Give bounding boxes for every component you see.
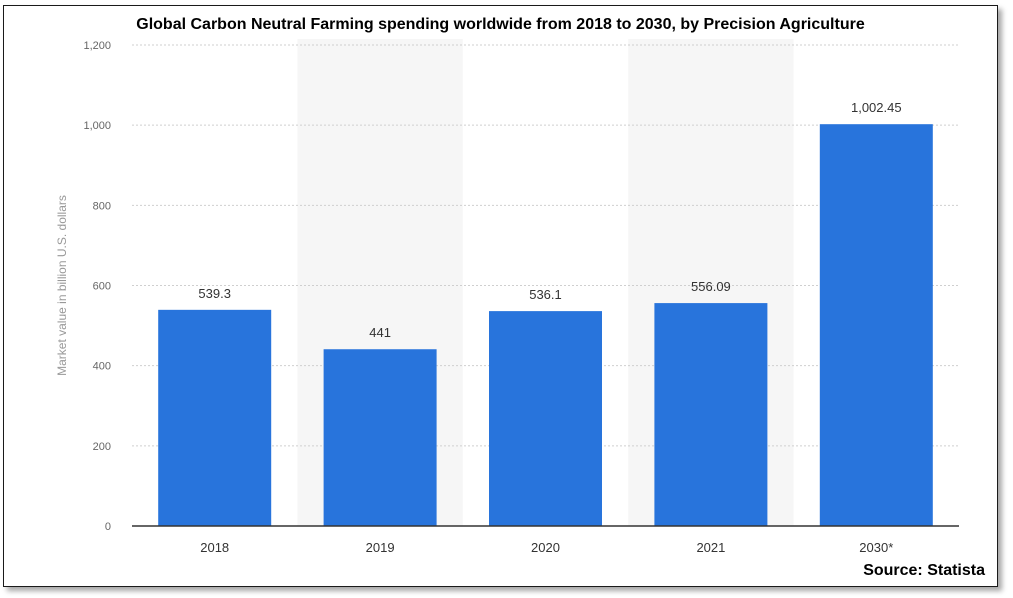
- data-label: 539.3: [198, 286, 231, 301]
- data-label: 1,002.45: [851, 100, 902, 115]
- y-tick-label: 400: [93, 361, 111, 373]
- bar-chart: 0 200 400 600 800 1,000 1,200 539.3 441 536.1 556…: [55, 39, 959, 555]
- x-tick-label: 2021: [696, 540, 725, 555]
- data-labels: 539.3 441 536.1 556.09 1,002.45: [198, 100, 901, 340]
- source-note: Source: Statista: [863, 562, 985, 579]
- y-tick-label: 600: [93, 281, 111, 293]
- chart-frame: Global Carbon Neutral Farming spending w…: [3, 5, 998, 587]
- bar-2021: [654, 303, 768, 526]
- y-tick-label: 0: [105, 521, 111, 533]
- y-axis-ticks: 0 200 400 600 800 1,000 1,200: [83, 40, 111, 533]
- bar-2018: [158, 309, 272, 526]
- bar-2019: [323, 349, 437, 526]
- chart-title: Global Carbon Neutral Farming spending w…: [136, 16, 865, 33]
- y-tick-label: 1,200: [83, 40, 111, 52]
- data-label: 556.09: [691, 279, 731, 294]
- bars: [158, 124, 933, 526]
- x-tick-label: 2020: [531, 540, 560, 555]
- y-tick-label: 1,000: [83, 120, 111, 132]
- y-tick-label: 800: [93, 200, 111, 212]
- bar-2030: [819, 124, 933, 526]
- data-label: 536.1: [529, 287, 562, 302]
- bar-2020: [489, 311, 602, 526]
- x-tick-label: 2030*: [859, 540, 893, 555]
- x-axis-ticks: 2018 2019 2020 2021 2030*: [200, 540, 893, 555]
- x-tick-label: 2018: [200, 540, 229, 555]
- y-axis-title: Market value in billion U.S. dollars: [55, 195, 69, 376]
- y-tick-label: 200: [93, 441, 111, 453]
- x-tick-label: 2019: [366, 540, 395, 555]
- data-label: 441: [369, 325, 391, 340]
